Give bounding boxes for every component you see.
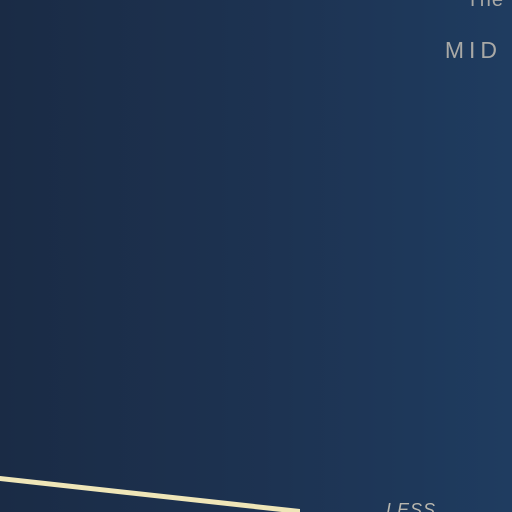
- mid-word: MID: [444, 37, 502, 63]
- top-word: The: [466, 0, 504, 11]
- bottom-word: LESS: [386, 500, 437, 512]
